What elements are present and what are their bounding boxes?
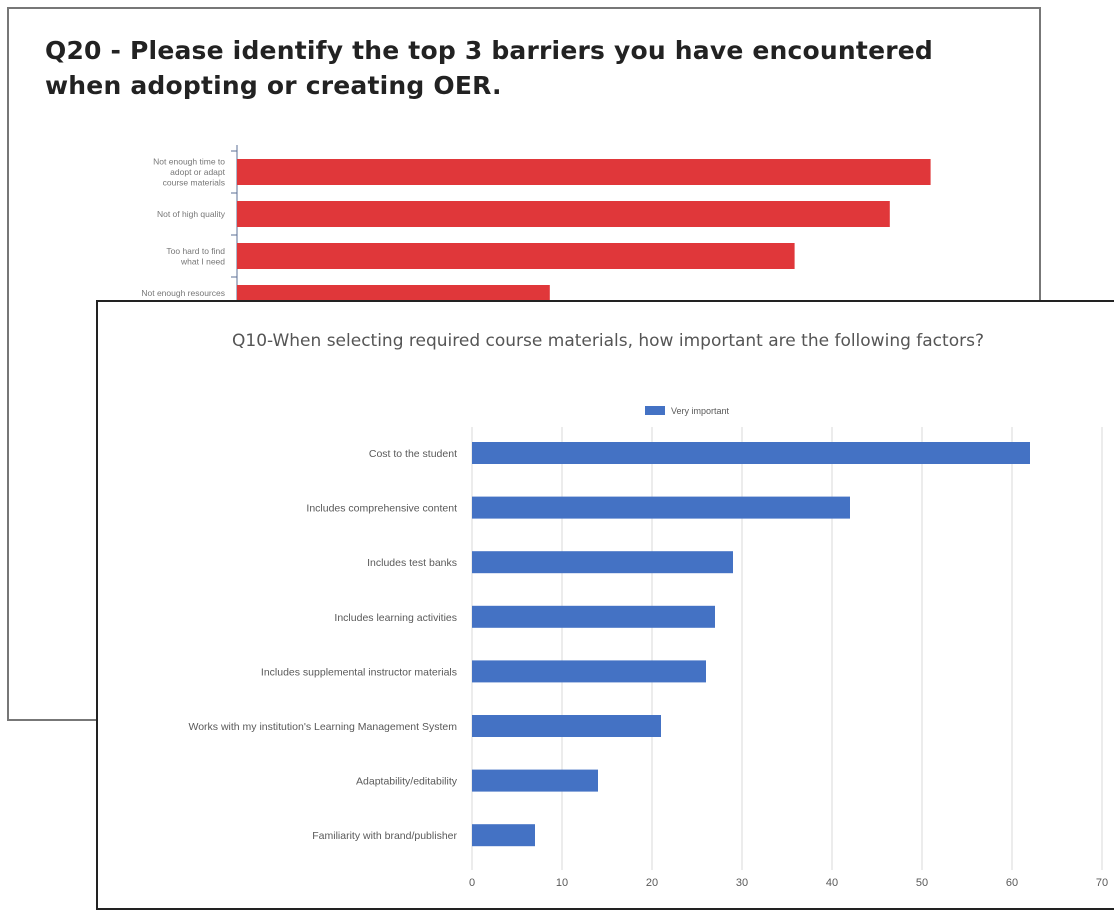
barriers-bar bbox=[237, 243, 795, 269]
front-slide: Q10-When selecting required course mater… bbox=[96, 300, 1114, 910]
x-tick-label: 60 bbox=[1006, 877, 1018, 889]
importance-bar bbox=[472, 496, 850, 519]
x-tick-label: 70 bbox=[1096, 877, 1108, 889]
importance-category-label: Includes comprehensive content bbox=[306, 503, 457, 515]
barriers-category-label: Not of high quality bbox=[157, 209, 226, 219]
barriers-category-label: Too hard to find what I need bbox=[166, 246, 225, 267]
barriers-bar bbox=[237, 201, 890, 227]
x-tick-label: 50 bbox=[916, 877, 928, 889]
front-chart-title: Q10-When selecting required course mater… bbox=[232, 331, 984, 351]
importance-category-label: Includes supplemental instructor materia… bbox=[261, 666, 457, 678]
importance-category-label: Adaptability/editability bbox=[356, 776, 458, 788]
x-tick-label: 40 bbox=[826, 877, 838, 889]
importance-bar bbox=[472, 551, 733, 574]
x-tick-label: 10 bbox=[556, 877, 568, 889]
importance-category-label: Includes learning activities bbox=[334, 612, 457, 624]
importance-category-label: Works with my institution's Learning Man… bbox=[188, 721, 457, 733]
barriers-bar bbox=[237, 159, 931, 185]
x-tick-label: 20 bbox=[646, 877, 658, 889]
importance-category-label: Includes test banks bbox=[367, 557, 457, 569]
importance-chart: 0 10 20 30 40 50 60 70 Very important Cost to the… bbox=[188, 406, 1108, 889]
importance-bar bbox=[472, 824, 535, 847]
back-slide-title: Q20 - Please identify the top 3 barriers… bbox=[45, 36, 934, 100]
importance-bar bbox=[472, 769, 598, 792]
importance-bar bbox=[472, 660, 706, 683]
importance-category-label: Cost to the student bbox=[369, 448, 457, 460]
barriers-category-label: Not enough time to adopt or adapt course m… bbox=[153, 157, 225, 188]
x-tick-label: 30 bbox=[736, 877, 748, 889]
x-tick-label: 0 bbox=[469, 877, 475, 889]
importance-bar bbox=[472, 605, 715, 628]
barriers-chart: Not enough time to adopt or adapt course m… bbox=[141, 145, 931, 311]
importance-category-label: Familiarity with brand/publisher bbox=[312, 830, 457, 842]
importance-bar bbox=[472, 715, 661, 737]
importance-bar bbox=[472, 442, 1030, 464]
legend-swatch bbox=[645, 406, 665, 415]
legend-label: Very important bbox=[671, 406, 730, 416]
